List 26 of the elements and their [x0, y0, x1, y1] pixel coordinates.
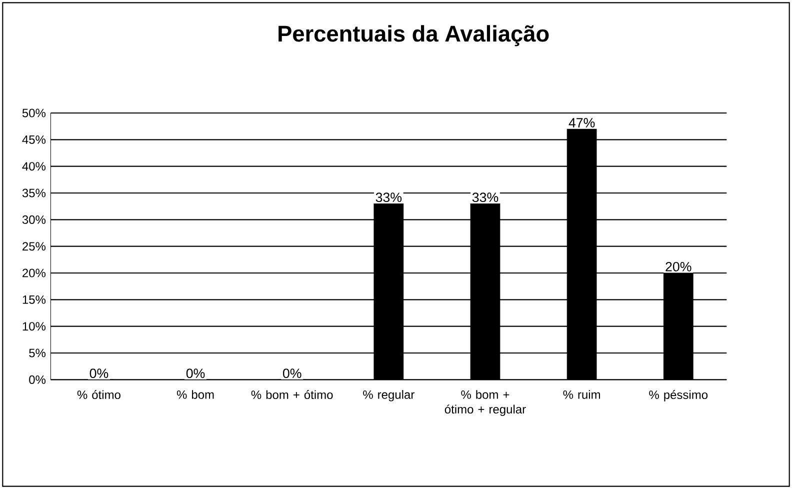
y-tick-label: 20%: [22, 268, 46, 278]
y-tick-label: 35%: [22, 188, 46, 198]
y-tick-label: 0%: [29, 375, 46, 384]
y-tick-label: 5%: [29, 348, 46, 358]
x-tick-label: % bom + ótimo + regular: [444, 390, 526, 416]
x-tick-label: % péssimo: [649, 390, 708, 402]
y-tick-label: 30%: [22, 215, 46, 224]
y-tick-label: 50%: [22, 108, 46, 118]
data-label: 0%: [90, 368, 108, 378]
chart-title: Percentuais da Avaliação: [278, 25, 549, 46]
data-label: 47%: [568, 118, 595, 128]
y-tick-label: 25%: [22, 242, 46, 251]
y-tick-label: 15%: [22, 295, 46, 304]
x-tick-label: % regular: [363, 390, 414, 402]
x-tick-label: % ótimo: [77, 390, 120, 400]
data-label: 0%: [186, 368, 205, 378]
y-tick-label: 40%: [22, 162, 46, 171]
data-label: 33%: [472, 192, 498, 202]
y-tick-label: 10%: [22, 322, 46, 331]
data-label: 0%: [282, 368, 302, 378]
y-tick-label: 45%: [22, 135, 46, 144]
data-label: 20%: [666, 262, 692, 272]
x-tick-label: % ruim: [563, 390, 600, 399]
data-label: 33%: [376, 192, 402, 202]
x-tick-label: % bom + ótimo: [251, 390, 333, 400]
x-tick-label: % bom: [176, 390, 214, 399]
